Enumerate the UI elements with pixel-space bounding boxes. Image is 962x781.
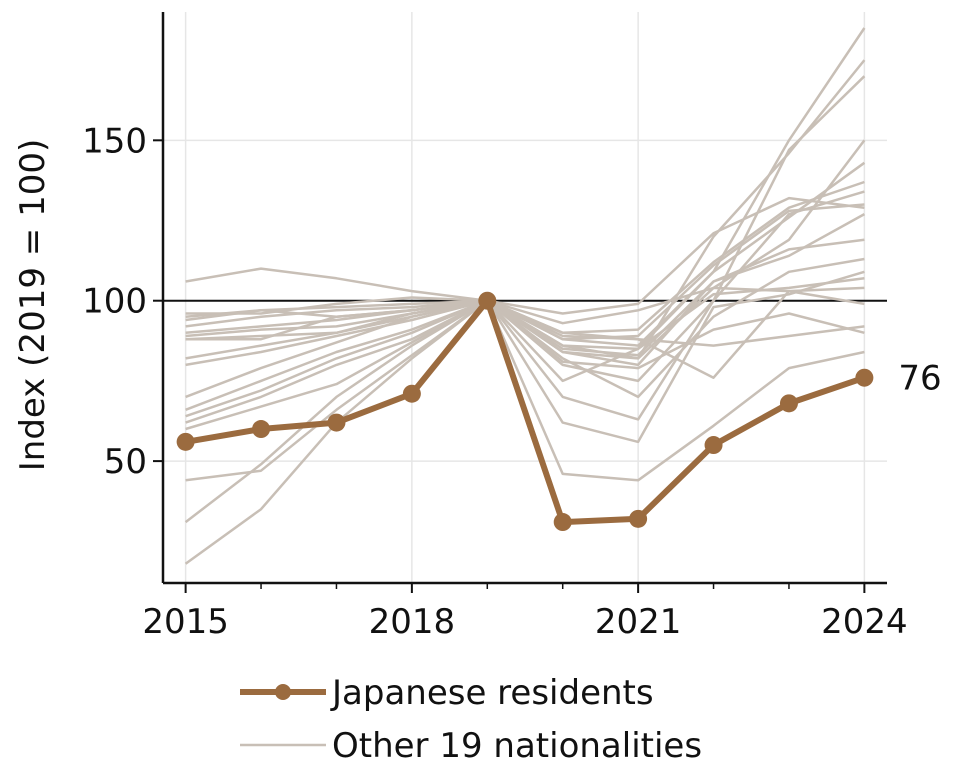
japanese-residents-point xyxy=(704,436,723,455)
japanese-residents-line xyxy=(185,297,866,526)
other-nationality-line xyxy=(184,286,865,565)
other-nationality-line xyxy=(185,299,865,367)
legend: Japanese residents Other 19 nationalitie… xyxy=(240,673,702,766)
other-nationality-line xyxy=(185,267,865,325)
japanese-residents-point xyxy=(252,420,271,439)
other-nationality-line xyxy=(184,299,865,524)
y-axis-title: Index (2019 = 100) xyxy=(13,139,53,471)
end-value-label: 76 xyxy=(898,359,941,399)
japanese-residents-point xyxy=(402,384,421,403)
y-tick-label: 50 xyxy=(104,442,147,482)
japanese-residents-point xyxy=(779,394,798,413)
other-nationality-line xyxy=(185,161,866,347)
legend-swatch-japanese-marker xyxy=(275,684,291,700)
other-nationality-line xyxy=(185,257,865,411)
other-nationality-line xyxy=(185,139,866,360)
japanese-residents-point xyxy=(553,513,572,532)
x-tick-label: 2021 xyxy=(595,602,682,642)
y-tick-label: 100 xyxy=(82,282,147,322)
other-nationality-line xyxy=(185,75,866,421)
japanese-residents-point xyxy=(176,432,195,451)
other-nationality-line xyxy=(185,59,866,360)
other-nationalities-series xyxy=(184,27,866,565)
other-nationality-line xyxy=(185,238,865,357)
y-tick-label: 150 xyxy=(82,121,147,161)
ticks: 50 100 150 2015 2018 2021 2024 xyxy=(82,121,908,642)
other-nationality-line xyxy=(185,27,866,424)
x-tick-label: 2015 xyxy=(142,602,229,642)
legend-label-others: Other 19 nationalities xyxy=(332,726,702,766)
legend-label-japanese: Japanese residents xyxy=(330,673,654,713)
other-nationality-line xyxy=(185,270,865,444)
x-tick-label: 2024 xyxy=(821,602,908,642)
japanese-residents-point xyxy=(629,509,648,528)
x-tick-label: 2018 xyxy=(369,602,456,642)
japanese-residents-point xyxy=(855,368,874,387)
japanese-residents-point xyxy=(327,413,346,432)
japanese-residents-point xyxy=(478,291,497,310)
other-nationality-line xyxy=(185,190,865,399)
axes xyxy=(161,12,887,585)
japanese-residents-series xyxy=(176,291,874,532)
other-nationality-line xyxy=(185,299,865,482)
